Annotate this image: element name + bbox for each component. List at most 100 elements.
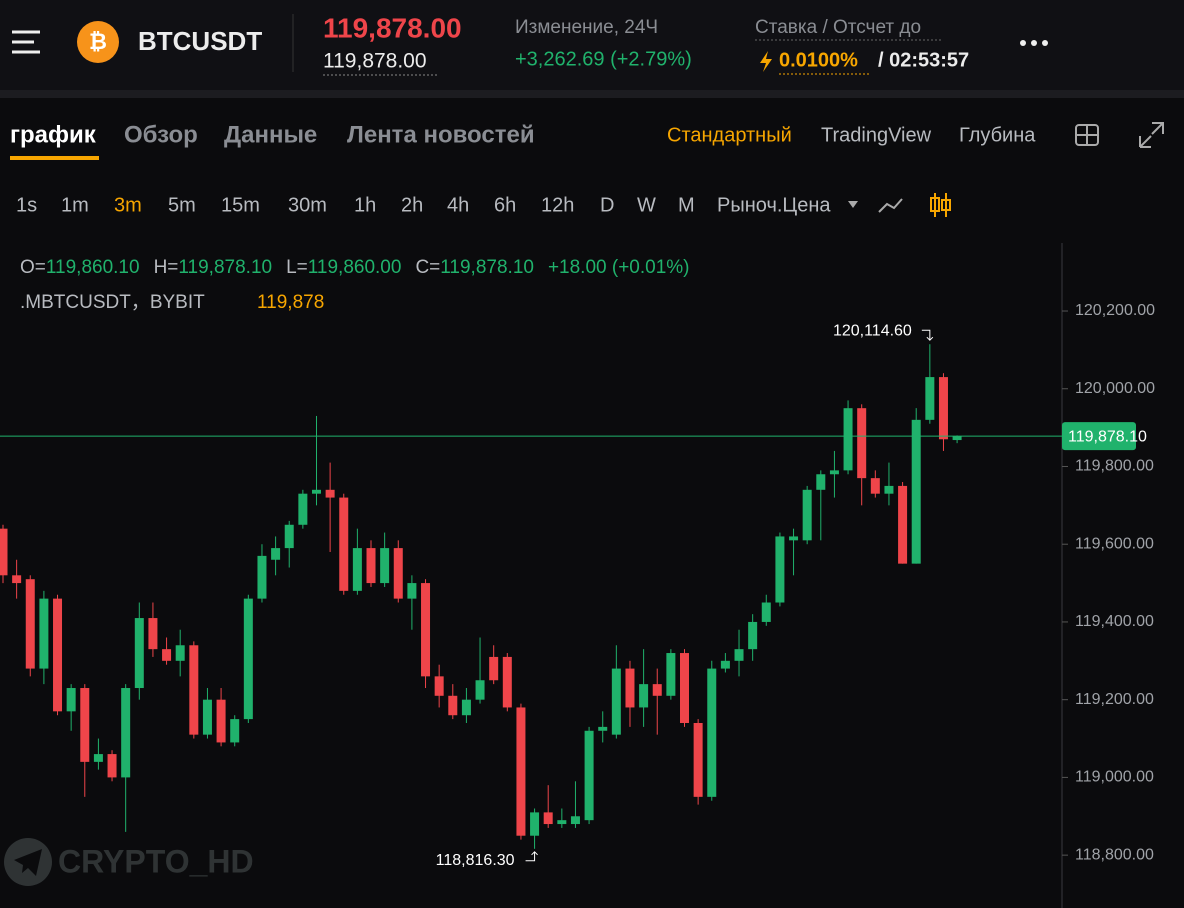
- candle-body: [311, 489, 321, 494]
- ohlc-value: 119,860.10: [46, 257, 140, 278]
- candle-body: [243, 598, 253, 720]
- candle-body: [516, 707, 526, 836]
- candle-body: [829, 470, 839, 475]
- view-option[interactable]: Глубина: [959, 124, 1036, 146]
- ohlc-label: L=: [286, 257, 308, 278]
- candle-body: [339, 497, 349, 591]
- watermark-text: CRYPTO_HD: [58, 843, 254, 879]
- interval[interactable]: 1h: [354, 194, 376, 216]
- y-tick-label: 119,600.00: [1075, 535, 1154, 552]
- dropdown-arrow: [848, 201, 858, 208]
- candle-body: [134, 618, 144, 689]
- candle-body: [175, 645, 185, 661]
- ohlc-legend: O=119,860.10 H=119,878.10 L=119,860.00 C=11…: [20, 257, 690, 278]
- candle-body: [202, 699, 212, 735]
- tab[interactable]: график: [10, 121, 97, 148]
- interval[interactable]: 12h: [541, 194, 574, 216]
- tab[interactable]: Обзор: [124, 121, 198, 148]
- candle-body: [952, 436, 962, 441]
- candle-body: [407, 583, 417, 599]
- candle-body: [25, 579, 35, 669]
- interval[interactable]: 6h: [494, 194, 516, 216]
- candle-body: [475, 680, 485, 700]
- candle-body: [66, 688, 76, 712]
- more-icon[interactable]: [1020, 40, 1048, 46]
- tab[interactable]: Данные: [224, 121, 317, 148]
- ohlc-value: 119,878.10: [178, 257, 272, 278]
- y-tick-label: 119,000.00: [1075, 769, 1154, 786]
- y-tick-label: 120,000.00: [1075, 380, 1155, 397]
- candle-body: [80, 688, 90, 762]
- last-price-tag: [1062, 422, 1136, 451]
- candle-body: [257, 555, 267, 599]
- candle-body: [0, 528, 8, 576]
- last-price-tag-label: 119,878.10: [1068, 428, 1147, 445]
- interval[interactable]: 4h: [447, 194, 469, 216]
- candle-body: [652, 684, 662, 696]
- last-price: 119,878.00: [323, 12, 462, 43]
- candle-body: [775, 536, 785, 603]
- funding-rate: 0.0100%: [779, 49, 858, 71]
- candle-body: [938, 377, 948, 440]
- y-tick-label: 119,400.00: [1075, 613, 1154, 630]
- candle-body: [748, 621, 758, 650]
- line-chart-icon[interactable]: [878, 198, 903, 213]
- interval[interactable]: 1s: [16, 194, 37, 216]
- interval[interactable]: 15m: [221, 194, 260, 216]
- ohlc-value: 119,878.10: [440, 257, 534, 278]
- candle-body: [461, 699, 471, 716]
- candle-body: [162, 649, 172, 661]
- legend-index-price: 119,878: [257, 292, 324, 313]
- candle-body: [393, 548, 403, 599]
- fullscreen-icon[interactable]: [1075, 122, 1164, 148]
- candle-body: [448, 695, 458, 716]
- candle-body: [543, 812, 553, 825]
- view-option[interactable]: TradingView: [821, 124, 932, 146]
- countdown: / 02:53:57: [878, 49, 969, 71]
- candle-body: [898, 485, 908, 564]
- interval[interactable]: 5m: [168, 194, 196, 216]
- candle-chart-icon[interactable]: [930, 193, 951, 217]
- candle-body: [298, 493, 308, 525]
- interval[interactable]: 1m: [61, 194, 89, 216]
- candle-body: [53, 598, 63, 712]
- candle-body: [611, 668, 621, 735]
- candle-body: [189, 645, 199, 735]
- min-pointer: [525, 851, 538, 862]
- y-tick-label: 120,200.00: [1075, 302, 1155, 319]
- price-type[interactable]: Рыноч.Цена: [717, 194, 831, 216]
- watermark: CRYPTO_HD: [4, 838, 254, 886]
- tab[interactable]: Лента новостей: [347, 121, 535, 148]
- view-option[interactable]: Стандартный: [667, 124, 792, 146]
- candle-body: [625, 668, 635, 708]
- candle-body: [761, 602, 771, 622]
- symbol[interactable]: BTCUSDT: [138, 26, 262, 56]
- candle-body: [584, 730, 594, 821]
- candle-body: [707, 668, 717, 797]
- mark-price: 119,878.00: [323, 50, 427, 73]
- funding-label: Ставка / Отсчет до: [755, 17, 921, 38]
- candle-body: [421, 583, 431, 677]
- candle-body: [352, 548, 362, 591]
- ohlc-label: O=: [20, 257, 46, 278]
- candle-body: [12, 575, 22, 584]
- min-label: 118,816.30: [436, 852, 515, 869]
- candle-body: [857, 408, 867, 479]
- candle-body: [530, 812, 540, 836]
- interval[interactable]: 30m: [288, 194, 327, 216]
- candle-body: [693, 722, 703, 797]
- candle-body: [39, 598, 49, 669]
- ohlc-label: C=: [415, 257, 440, 278]
- interval[interactable]: 2h: [401, 194, 423, 216]
- candle-body: [911, 419, 921, 564]
- interval[interactable]: M: [678, 194, 695, 216]
- tab-underline: [10, 156, 99, 160]
- menu-icon[interactable]: [12, 30, 40, 54]
- candle-body: [434, 676, 444, 696]
- candle-body: [148, 618, 158, 650]
- interval[interactable]: 3m: [114, 194, 142, 216]
- interval[interactable]: W: [637, 194, 656, 216]
- interval[interactable]: D: [600, 194, 614, 216]
- header-bar: [0, 0, 1184, 90]
- ohlc-change: +18.00 (+0.01%): [548, 257, 690, 278]
